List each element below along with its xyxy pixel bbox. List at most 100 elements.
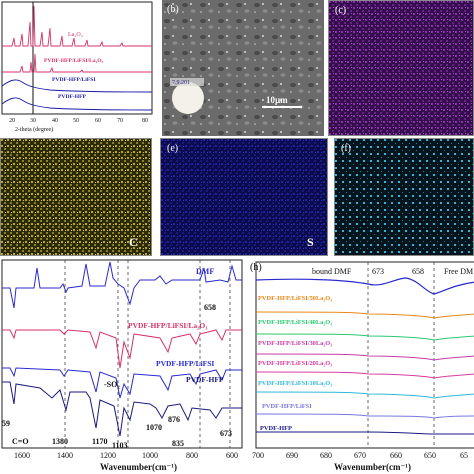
ftir-zoom-tick: 680 xyxy=(320,451,332,460)
ftir-frame xyxy=(1,259,243,449)
panel-h-letter: (h) xyxy=(250,262,262,273)
sem-texture: 7.9.201 xyxy=(162,0,324,136)
ftir-x-ticks: 1600 1400 1200 1000 800 600 xyxy=(14,451,238,460)
ftir-annotation-876: 876 xyxy=(168,415,180,424)
ftir-zoom-tick: 700 xyxy=(252,451,264,460)
ftir-label-dmf: DMF xyxy=(196,267,214,276)
ftir-annotation-835: 835 xyxy=(172,439,184,448)
xrd-label-composite: PVDF-HFP/LiFSI/La₂O₃ xyxy=(44,58,104,64)
ftir-zoom-free-dmf: Free DM xyxy=(444,267,473,276)
ftir-annotations: 658 -SO₂ C=O 1380 1170 1103 1070 876 835… xyxy=(2,303,232,450)
ftir-zoom-frame xyxy=(255,261,474,449)
panel-b-sem-image: 7.9.201 (b) 10μm xyxy=(162,0,324,136)
panel-f-letter: (f) xyxy=(341,143,351,154)
ftir-zoom-label-30: PVDF-HFP/LiFSI/30La₂O₃ xyxy=(258,340,332,347)
ftir-zoom-label-lifsi: PVDF-HFP/LiFSI xyxy=(262,403,312,410)
ftir-zoom-trace-dmf xyxy=(255,277,474,295)
ftir-annotation-so2: -SO₂ xyxy=(104,380,120,389)
ftir-zoom-header: bound DMF 673 658 Free DM xyxy=(312,267,473,276)
ftir-label-la2o3: PVDF-HFP/LiFSI/La₂O₃ xyxy=(128,321,208,330)
ftir-zoom-tick: 660 xyxy=(390,451,402,460)
xrd-label-pvdf: PVDF-HFP xyxy=(58,94,87,100)
ftir-annotation-1380: 1380 xyxy=(52,437,68,446)
ftir-zoom-xlabel: Wavenumber(cm⁻¹) xyxy=(334,462,411,472)
ftir-annotation-1103: 1103 xyxy=(112,441,128,450)
xrd-label-lifsi: PVDF-HFP/LiFSI xyxy=(52,77,96,83)
ftir-tick: 1200 xyxy=(100,451,116,460)
xrd-trace-lifsi xyxy=(1,79,153,93)
ftir-tick: 1400 xyxy=(57,451,73,460)
eds-map-texture-purple xyxy=(329,1,473,135)
eds-map-texture-yellow xyxy=(1,139,151,255)
ftir-zoom-trace-40 xyxy=(255,333,474,341)
ftir-annotation-673: 673 xyxy=(220,429,232,438)
ftir-guide-lines xyxy=(64,260,231,448)
panel-c-eds-map: (c) xyxy=(328,0,474,136)
xrd-label-la2o3: La₂O₃ xyxy=(68,32,83,38)
ftir-tick: 1000 xyxy=(142,451,158,460)
ftir-zoom-trace-10 xyxy=(255,391,474,399)
ftir-zoom-tick: 65 xyxy=(460,451,468,460)
xrd-tick: 50 xyxy=(73,118,79,124)
xrd-trace-la2o3 xyxy=(2,5,152,47)
panel-d-element-label: C xyxy=(129,235,138,249)
xrd-tick: 80 xyxy=(142,118,148,124)
xrd-trace-pvdf xyxy=(1,97,153,111)
panel-f-eds-map: (f) xyxy=(334,138,474,256)
ftir-plot: DMF PVDF-HFP/LiFSI/La₂O₃ PVDF-HFP/LiFSI … xyxy=(1,259,243,472)
ftir-zoom-trace-20 xyxy=(255,371,474,379)
panel-h-ftir-zoom: (h) bound DMF 673 658 Free DM PVDF-HFP/L… xyxy=(246,258,474,474)
ftir-annotation-1170: 1170 xyxy=(92,437,108,446)
sem-inset-membrane-photo xyxy=(172,82,204,114)
xrd-tick: 70 xyxy=(117,118,123,124)
ftir-xlabel: Wavenumber(cm⁻¹) xyxy=(100,462,177,472)
ftir-tick: 800 xyxy=(186,451,198,460)
ftir-annotation-co: C=O xyxy=(12,437,29,446)
ftir-zoom-plot: (h) bound DMF 673 658 Free DM PVDF-HFP/L… xyxy=(250,261,474,472)
ftir-trace-pvdf xyxy=(2,381,242,437)
ftir-zoom-label-20: PVDF-HFP/LiFSI/20La₂O₃ xyxy=(258,360,332,367)
ftir-trace-dmf xyxy=(2,261,242,309)
ftir-trace-la2o3 xyxy=(2,329,242,369)
eds-map-texture-blue xyxy=(161,139,327,255)
xrd-x-ticks: 20 30 40 50 60 70 80 xyxy=(9,118,148,124)
xrd-frame xyxy=(1,1,153,115)
ftir-zoom-673: 673 xyxy=(372,267,384,276)
sem-scale-label: 10μm xyxy=(266,95,288,105)
xrd-tick: 60 xyxy=(95,118,101,124)
xrd-plot: La₂O₃ PVDF-HFP/LiFSI/La₂O₃ PVDF-HFP/LiFS… xyxy=(1,1,153,133)
xrd-tick: 20 xyxy=(9,118,15,124)
ftir-zoom-658: 658 xyxy=(412,267,424,276)
panel-e-letter: (e) xyxy=(167,143,179,154)
ftir-annotation-59: 59 xyxy=(2,419,10,428)
ftir-zoom-x-ticks: 700 690 680 670 660 650 65 xyxy=(252,451,468,460)
ftir-zoom-label-40: PVDF-HFP/LiFSI/40La₂O₃ xyxy=(258,319,332,326)
ftir-zoom-tick: 690 xyxy=(286,451,298,460)
ftir-annotation-658: 658 xyxy=(204,303,216,312)
ftir-tick: 600 xyxy=(226,451,238,460)
ftir-zoom-tick: 670 xyxy=(354,451,366,460)
ftir-zoom-tick: 650 xyxy=(424,451,436,460)
panel-d-eds-map: C xyxy=(0,138,152,256)
panel-a-xrd: La₂O₃ PVDF-HFP/LiFSI/La₂O₃ PVDF-HFP/LiFS… xyxy=(0,0,160,138)
ftir-zoom-label-10: PVDF-HFP/LiFSI/10La₂O₃ xyxy=(258,380,332,387)
sem-inset-text: 7.9.201 xyxy=(172,80,190,86)
eds-map-texture-cyan xyxy=(335,139,473,255)
ftir-annotation-1070: 1070 xyxy=(146,423,162,432)
panel-c-letter: (c) xyxy=(335,5,347,16)
panel-g-ftir: DMF PVDF-HFP/LiFSI/La₂O₃ PVDF-HFP/LiFSI … xyxy=(0,258,246,474)
ftir-zoom-trace-pvdf xyxy=(256,431,474,435)
ftir-zoom-trace-labels: PVDF-HFP/LiFSI/50La₂O₃ PVDF-HFP/LiFSI/40… xyxy=(258,295,332,432)
xrd-tick: 40 xyxy=(52,118,58,124)
ftir-label-pvdf: PVDF-HFP xyxy=(186,375,224,384)
panel-e-element-label: S xyxy=(307,235,314,249)
ftir-zoom-trace-lifsi xyxy=(255,413,474,419)
ftir-zoom-bound-dmf: bound DMF xyxy=(312,267,352,276)
panel-e-eds-map: (e) S xyxy=(160,138,328,256)
ftir-zoom-label-50: PVDF-HFP/LiFSI/50La₂O₃ xyxy=(258,295,332,302)
ftir-zoom-guide-lines xyxy=(367,262,435,448)
ftir-zoom-trace-30 xyxy=(255,353,474,361)
ftir-zoom-label-pvdf: PVDF-HFP xyxy=(260,425,292,432)
ftir-label-lifsi: PVDF-HFP/LiFSI xyxy=(156,359,214,368)
ftir-trace-lifsi xyxy=(2,367,242,399)
